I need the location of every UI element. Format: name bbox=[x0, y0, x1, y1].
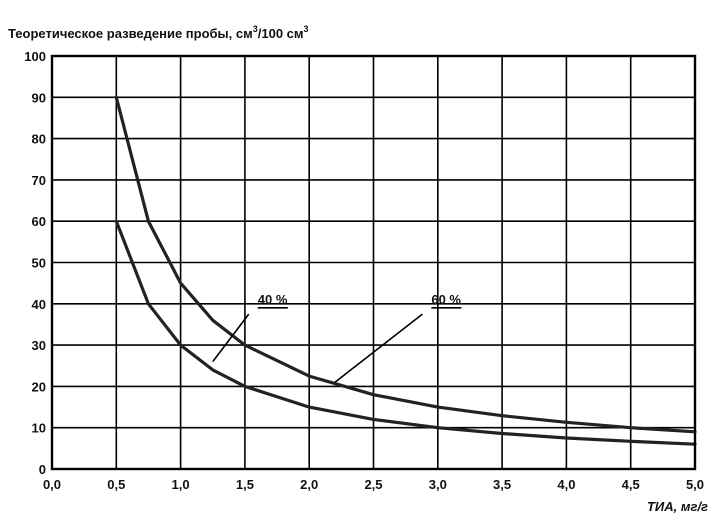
x-tick-label: 1,5 bbox=[236, 477, 254, 492]
y-tick-label: 90 bbox=[32, 90, 46, 105]
y-tick-label: 30 bbox=[32, 338, 46, 353]
x-tick-label: 4,5 bbox=[622, 477, 640, 492]
x-tick-label: 2,5 bbox=[364, 477, 382, 492]
x-tick-label: 2,0 bbox=[300, 477, 318, 492]
x-tick-label: 3,5 bbox=[493, 477, 511, 492]
x-tick-label: 0,0 bbox=[43, 477, 61, 492]
y-tick-label: 50 bbox=[32, 256, 46, 271]
y-tick-label: 60 bbox=[32, 214, 46, 229]
series-leader-line bbox=[212, 313, 250, 363]
plot-frame bbox=[50, 54, 697, 471]
y-axis-label: Теоретическое разведение пробы, см3/100 … bbox=[8, 24, 309, 41]
x-tick-label: 5,0 bbox=[686, 477, 704, 492]
x-axis-label: ТИА, мг/г bbox=[647, 499, 708, 514]
series-line bbox=[114, 95, 697, 434]
y-tick-label: 40 bbox=[32, 297, 46, 312]
series-layer bbox=[114, 95, 697, 446]
y-tick-label: 0 bbox=[39, 462, 46, 477]
x-tick-label: 3,0 bbox=[429, 477, 447, 492]
y-tick-label: 10 bbox=[32, 421, 46, 436]
series-line bbox=[114, 219, 697, 446]
series-label: 60 % bbox=[431, 292, 461, 307]
x-tick-label: 0,5 bbox=[107, 477, 125, 492]
y-tick-label: 80 bbox=[32, 132, 46, 147]
series-label: 40 % bbox=[258, 292, 288, 307]
x-tick-label: 1,0 bbox=[172, 477, 190, 492]
series-leader-line bbox=[334, 313, 423, 383]
tick-labels: 0,0 0,5 1,0 1,5 2,0 2,5 3,0 3,5 4,0 4,5 5,0 0 10 20 30… bbox=[24, 49, 704, 492]
callouts: 40 % 60 % bbox=[212, 292, 462, 383]
y-tick-label: 70 bbox=[32, 173, 46, 188]
y-tick-label: 20 bbox=[32, 379, 46, 394]
x-tick-label: 4,0 bbox=[557, 477, 575, 492]
y-tick-label: 100 bbox=[24, 49, 46, 64]
grid bbox=[51, 55, 696, 470]
